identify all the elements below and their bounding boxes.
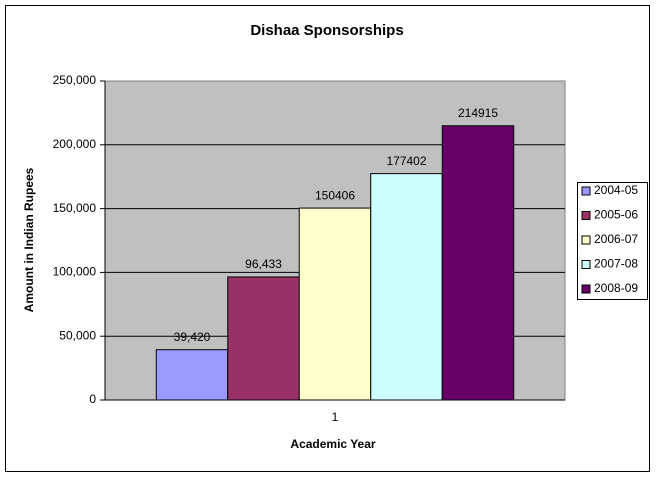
legend-label: 2004-05 <box>594 183 638 197</box>
y-axis-title: Amount in Indian Rupees <box>22 167 36 312</box>
data-label: 39,420 <box>174 330 211 344</box>
y-tick-label: 250,000 <box>53 73 97 87</box>
y-tick-label: 100,000 <box>53 265 97 279</box>
bar <box>298 207 372 401</box>
legend-label: 2005-06 <box>594 208 638 222</box>
legend-swatch <box>581 235 591 245</box>
legend-swatch <box>581 284 591 294</box>
bar <box>370 173 443 401</box>
y-tick-label: 50,000 <box>59 328 96 342</box>
y-tick-label: 0 <box>89 392 96 406</box>
legend-label: 2006-07 <box>594 232 638 246</box>
legend-swatch <box>581 211 591 220</box>
bar <box>227 276 300 401</box>
legend-swatch <box>581 260 591 269</box>
y-tick-label: 200,000 <box>53 137 97 151</box>
legend-label: 2008-09 <box>594 281 638 295</box>
data-label: 96,433 <box>245 257 282 271</box>
legend-label: 2007-08 <box>594 257 638 271</box>
data-label: 177402 <box>386 154 426 168</box>
bar <box>155 349 229 401</box>
legend-swatch <box>581 186 591 196</box>
bar <box>441 125 515 401</box>
y-tick-label: 150,000 <box>53 201 97 215</box>
x-axis-title: Academic Year <box>290 437 376 451</box>
data-label: 214915 <box>458 106 498 120</box>
chart-title: Dishaa Sponsorships <box>250 22 403 39</box>
x-tick-label: 1 <box>332 410 339 424</box>
data-label: 150406 <box>315 188 355 202</box>
